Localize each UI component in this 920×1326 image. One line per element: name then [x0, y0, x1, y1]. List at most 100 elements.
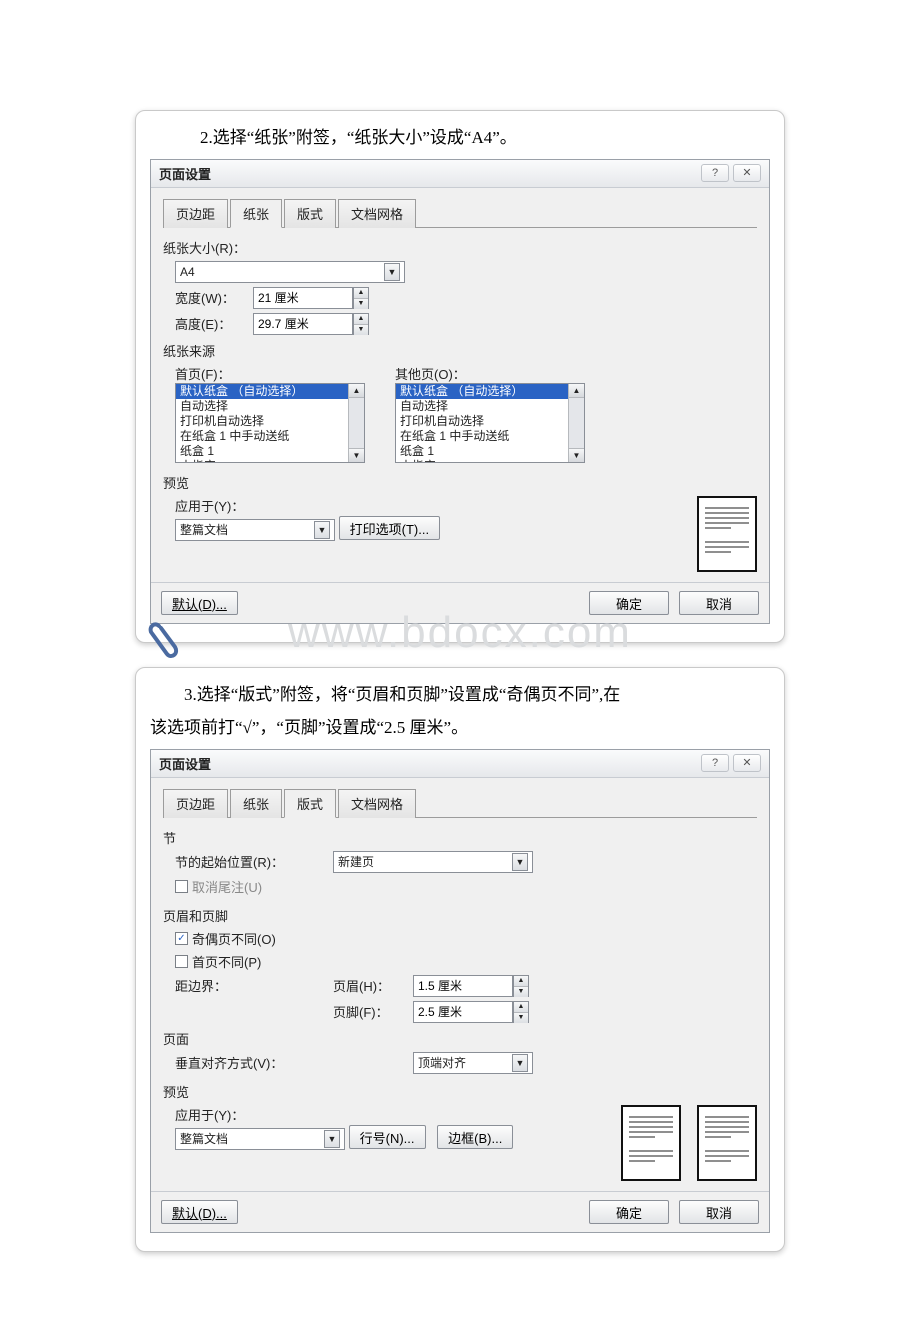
paperclip-icon — [145, 618, 185, 662]
step2-caption: 2.选择“纸张”附签，“纸张大小”设成“A4”。 — [200, 125, 770, 151]
list-item[interactable]: 纸盒 1 — [396, 444, 584, 459]
dropdown-icon: ▼ — [324, 1130, 340, 1148]
apply-to-label: 应用于(Y)： — [163, 1105, 621, 1124]
page-setup-dialog-layout: 页面设置 ? ✕ 页边距 纸张 版式 文档网格 节 节的起始位置(R)： 新建页 — [150, 749, 770, 1233]
checkbox-box — [175, 880, 188, 893]
valign-value: 顶端对齐 — [418, 1054, 466, 1071]
odd-even-checkbox[interactable]: ✓ 奇偶页不同(O) — [175, 929, 276, 948]
dialog-title: 页面设置 — [159, 754, 211, 773]
list-item[interactable]: 在纸盒 1 中手动送纸 — [396, 429, 584, 444]
apply-to-select[interactable]: 整篇文档 ▼ — [175, 519, 335, 541]
close-button[interactable]: ✕ — [733, 754, 761, 772]
other-pages-source-list[interactable]: 默认纸盒 （自动选择） 自动选择 打印机自动选择 在纸盒 1 中手动送纸 纸盒 … — [395, 383, 585, 463]
suppress-endnotes-checkbox[interactable]: 取消尾注(U) — [175, 877, 262, 896]
list-item[interactable]: 自动选择 — [176, 399, 364, 414]
tab-margins[interactable]: 页边距 — [163, 199, 228, 228]
footer-label: 页脚(F)： — [333, 1002, 413, 1021]
suppress-endnotes-label: 取消尾注(U) — [192, 877, 262, 896]
page-preview-odd — [621, 1105, 681, 1181]
tab-paper[interactable]: 纸张 — [230, 199, 282, 228]
valign-label: 垂直对齐方式(V)： — [163, 1053, 413, 1072]
list-item[interactable]: 打印机自动选择 — [396, 414, 584, 429]
preview-label: 预览 — [163, 473, 757, 492]
width-label: 宽度(W)： — [163, 288, 253, 307]
header-spinner[interactable]: ▲▼ — [513, 975, 529, 997]
tabstrip: 页边距 纸张 版式 文档网格 — [163, 788, 757, 818]
step2-panel: 2.选择“纸张”附签，“纸张大小”设成“A4”。 页面设置 ? ✕ 页边距 纸张… — [135, 110, 785, 643]
default-button[interactable]: 默认(D)... — [161, 1200, 238, 1224]
footer-input[interactable] — [413, 1001, 513, 1023]
section-start-select[interactable]: 新建页 ▼ — [333, 851, 533, 873]
titlebar: 页面设置 ? ✕ — [151, 160, 769, 188]
tabstrip: 页边距 纸张 版式 文档网格 — [163, 198, 757, 228]
default-button[interactable]: 默认(D)... — [161, 591, 238, 615]
apply-to-select[interactable]: 整篇文档 ▼ — [175, 1128, 345, 1150]
step3-caption-line1: 3.选择“版式”附签，将“页眉和页脚”设置成“奇偶页不同”,在 — [150, 682, 770, 708]
list-item[interactable]: 自动选择 — [396, 399, 584, 414]
tab-grid[interactable]: 文档网格 — [338, 789, 416, 818]
valign-select[interactable]: 顶端对齐 ▼ — [413, 1052, 533, 1074]
dialog-footer: 默认(D)... 确定 取消 — [151, 582, 769, 623]
close-button[interactable]: ✕ — [733, 164, 761, 182]
first-page-diff-label: 首页不同(P) — [192, 952, 261, 971]
footer-spinner[interactable]: ▲▼ — [513, 1001, 529, 1023]
list-item[interactable]: 未指定 — [396, 459, 584, 463]
preview-label: 预览 — [163, 1082, 757, 1101]
page-preview-even — [697, 1105, 757, 1181]
section-start-label: 节的起始位置(R)： — [163, 852, 333, 871]
first-page-source-list[interactable]: 默认纸盒 （自动选择） 自动选择 打印机自动选择 在纸盒 1 中手动送纸 纸盒 … — [175, 383, 365, 463]
paper-size-select[interactable]: A4 ▼ — [175, 261, 405, 283]
checkbox-box: ✓ — [175, 932, 188, 945]
tab-layout[interactable]: 版式 — [284, 789, 336, 818]
from-edge-label: 距边界： — [163, 976, 333, 995]
borders-button[interactable]: 边框(B)... — [437, 1125, 513, 1149]
tab-paper[interactable]: 纸张 — [230, 789, 282, 818]
page-preview — [697, 496, 757, 572]
dialog-title: 页面设置 — [159, 164, 211, 183]
tab-margins[interactable]: 页边距 — [163, 789, 228, 818]
tab-grid[interactable]: 文档网格 — [338, 199, 416, 228]
list-item[interactable]: 默认纸盒 （自动选择） — [176, 384, 364, 399]
header-input[interactable] — [413, 975, 513, 997]
ok-button[interactable]: 确定 — [589, 1200, 669, 1224]
help-button[interactable]: ? — [701, 754, 729, 772]
dropdown-icon: ▼ — [512, 853, 528, 871]
first-page-label: 首页(F)： — [163, 364, 365, 383]
height-input[interactable] — [253, 313, 353, 335]
paper-size-value: A4 — [180, 265, 195, 279]
page-label: 页面 — [163, 1029, 757, 1048]
help-button[interactable]: ? — [701, 164, 729, 182]
ok-button[interactable]: 确定 — [589, 591, 669, 615]
list-item[interactable]: 打印机自动选择 — [176, 414, 364, 429]
cancel-button[interactable]: 取消 — [679, 1200, 759, 1224]
hf-label: 页眉和页脚 — [163, 906, 757, 925]
apply-to-value: 整篇文档 — [180, 1130, 228, 1147]
apply-to-value: 整篇文档 — [180, 521, 228, 538]
step3-panel: 3.选择“版式”附签，将“页眉和页脚”设置成“奇偶页不同”,在 该选项前打“√”… — [135, 667, 785, 1252]
dropdown-icon: ▼ — [512, 1054, 528, 1072]
titlebar: 页面设置 ? ✕ — [151, 750, 769, 778]
print-options-button[interactable]: 打印选项(T)... — [339, 516, 440, 540]
line-numbers-button[interactable]: 行号(N)... — [349, 1125, 426, 1149]
apply-to-label: 应用于(Y)： — [163, 496, 697, 515]
list-item[interactable]: 默认纸盒 （自动选择） — [396, 384, 584, 399]
width-input[interactable] — [253, 287, 353, 309]
step3-caption-line2: 该选项前打“√”，“页脚”设置成“2.5 厘米”。 — [150, 715, 770, 741]
dropdown-icon: ▼ — [314, 521, 330, 539]
section-start-value: 新建页 — [338, 853, 374, 870]
first-page-diff-checkbox[interactable]: 首页不同(P) — [175, 952, 261, 971]
list-item[interactable]: 未指定 — [176, 459, 364, 463]
height-spinner[interactable]: ▲▼ — [353, 313, 369, 335]
other-pages-label: 其他页(O)： — [395, 364, 585, 383]
list-item[interactable]: 纸盒 1 — [176, 444, 364, 459]
height-label: 高度(E)： — [163, 314, 253, 333]
odd-even-label: 奇偶页不同(O) — [192, 929, 276, 948]
list-item[interactable]: 在纸盒 1 中手动送纸 — [176, 429, 364, 444]
dropdown-icon: ▼ — [384, 263, 400, 281]
tab-layout[interactable]: 版式 — [284, 199, 336, 228]
header-label: 页眉(H)： — [333, 976, 413, 995]
width-spinner[interactable]: ▲▼ — [353, 287, 369, 309]
cancel-button[interactable]: 取消 — [679, 591, 759, 615]
section-label: 节 — [163, 828, 757, 847]
paper-source-label: 纸张来源 — [163, 341, 757, 360]
